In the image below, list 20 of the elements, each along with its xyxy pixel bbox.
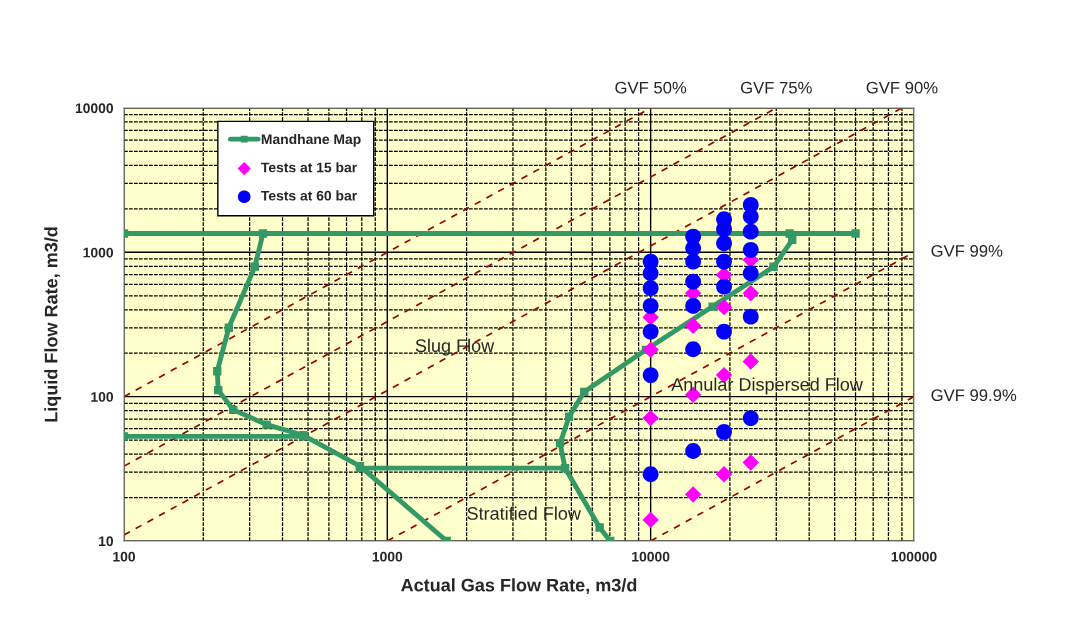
annotation: GVF 90% [866, 81, 938, 94]
y-tick-label: 100 [91, 391, 114, 402]
annotation: Annular Dispersed Flow [671, 377, 863, 395]
x-tick-label: 100 [113, 551, 136, 562]
y-tick-label: 10000 [75, 103, 114, 114]
y-tick-label: 1000 [83, 247, 114, 258]
annotation: GVF 99% [931, 244, 1003, 257]
x-tick-label: 10000 [632, 551, 670, 562]
legend-label: Mandhane Map [261, 133, 361, 147]
annotation: GVF 50% [615, 81, 687, 94]
y-tick-label: 10 [99, 536, 114, 547]
x-tick-label: 100000 [891, 551, 937, 562]
annotation: GVF 99.9% [931, 389, 1017, 402]
annotation: Stratified Flow [467, 506, 581, 520]
x-tick-label: 1000 [372, 551, 403, 562]
legend-label: Tests at 60 bar [261, 190, 357, 201]
x-axis-title: Actual Gas Flow Rate, m3/d [401, 578, 637, 595]
legend-label: Tests at 15 bar [261, 162, 357, 173]
y-axis-title: Liquid Flow Rate, m3/d [44, 227, 62, 422]
annotation: GVF 75% [740, 81, 812, 94]
